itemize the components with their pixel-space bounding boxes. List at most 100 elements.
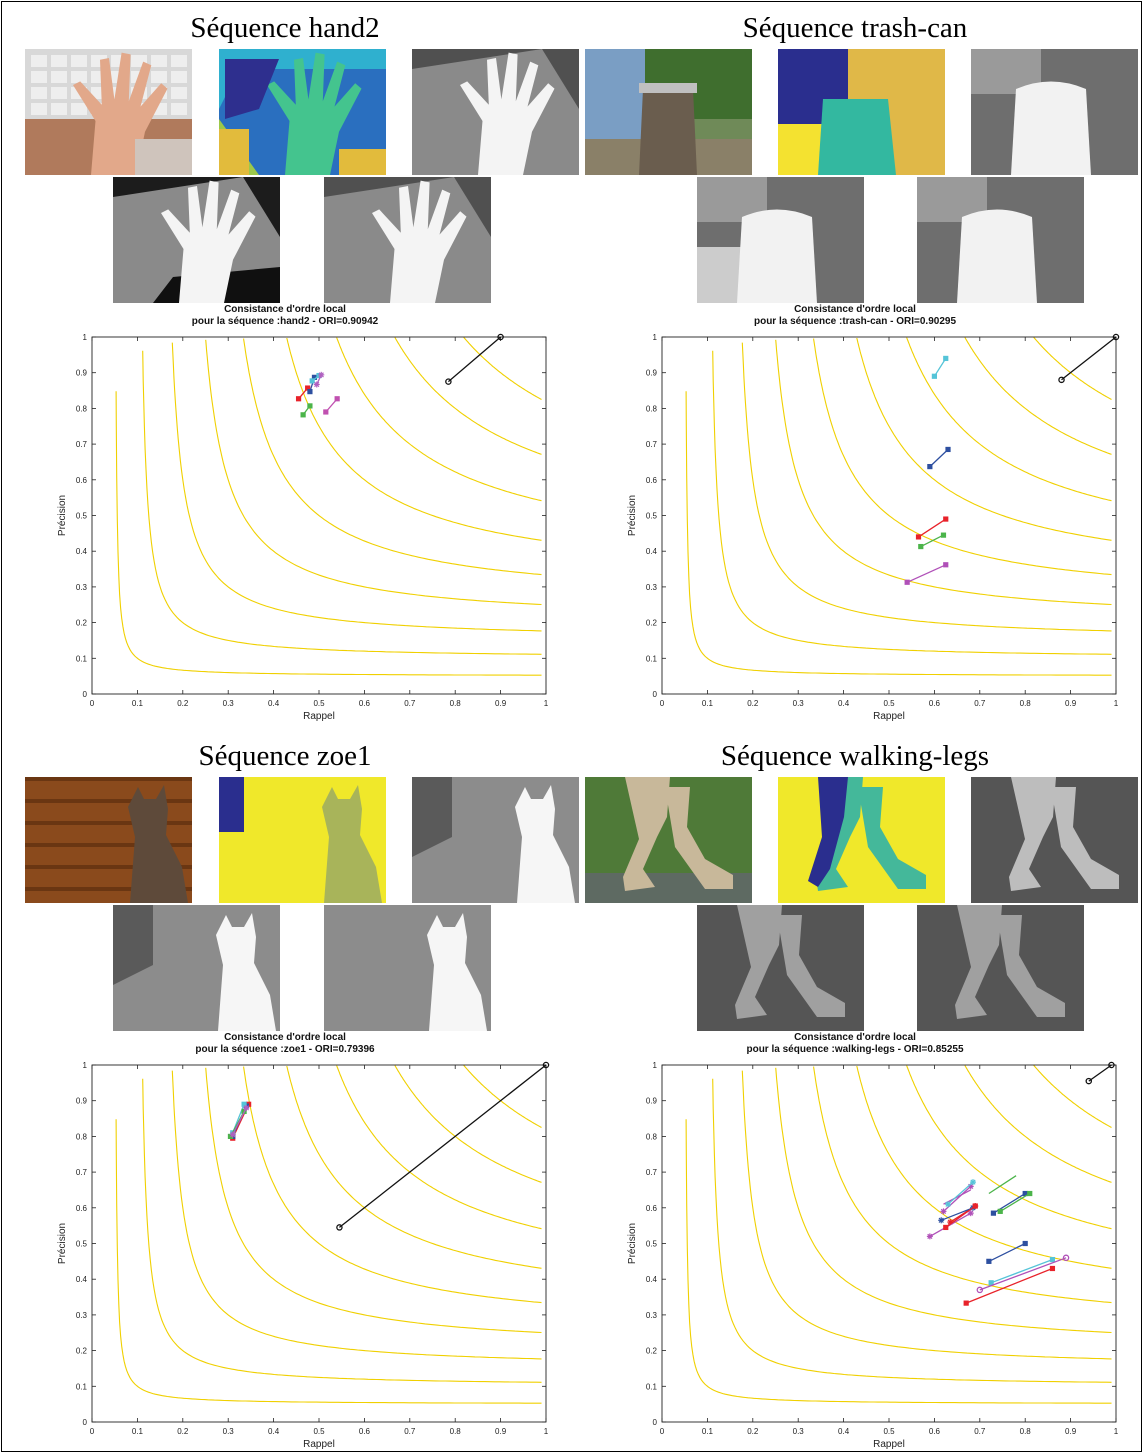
y-tick-label: 0.7 <box>646 1168 658 1177</box>
data-point <box>1112 333 1120 341</box>
data-point <box>1022 1190 1028 1197</box>
data-point <box>316 372 322 379</box>
y-tick-label: 0.4 <box>646 547 658 556</box>
x-tick-label: 0.3 <box>793 699 805 708</box>
y-tick-label: 0.5 <box>76 512 88 521</box>
x-tick-label: 1 <box>1114 1427 1119 1436</box>
y-tick-label: 0.9 <box>76 369 88 378</box>
thumbnail-gray-legs <box>917 905 1084 1031</box>
x-tick-label: 0.1 <box>702 1427 714 1436</box>
data-point <box>969 1179 976 1186</box>
x-tick-label: 0.8 <box>1020 699 1032 708</box>
thumbnail-segmentation-colored-cat <box>219 777 386 903</box>
data-point <box>1027 1190 1033 1197</box>
y-tick-label: 0 <box>83 1418 88 1427</box>
data-point <box>1108 1061 1115 1069</box>
x-tick-label: 0.6 <box>929 699 941 708</box>
y-tick-label: 0 <box>83 690 88 699</box>
y-tick-label: 1 <box>653 333 658 342</box>
data-point <box>997 1208 1003 1214</box>
data-point <box>1085 1077 1093 1085</box>
x-tick-label: 0.7 <box>974 1427 986 1436</box>
x-tick-label: 0.6 <box>359 699 371 708</box>
data-point <box>963 1300 969 1306</box>
panel-2: Séquence trash-can Consistance d'ordre lo… <box>570 0 1140 726</box>
series-line <box>947 1181 974 1205</box>
y-tick-label: 0.5 <box>76 1240 88 1249</box>
x-tick-label: 0 <box>660 1427 665 1436</box>
x-tick-label: 0.4 <box>838 699 850 708</box>
y-tick-label: 0.3 <box>76 1311 88 1320</box>
precision-recall-chart: 0 0.1 0.2 0.3 0.4 0.5 0.6 0.7 0.8 0.9 1 0 0.1 0.2 0.3 0… <box>627 333 1120 722</box>
iso-f-curve <box>205 1067 542 1334</box>
iso-f-curve <box>775 1067 1112 1334</box>
x-tick-label: 0.2 <box>747 699 759 708</box>
y-tick-label: 0.2 <box>646 1347 658 1356</box>
iso-f-curve <box>712 1078 1112 1383</box>
iso-f-curve <box>205 339 542 606</box>
x-tick-label: 0.8 <box>1020 1427 1032 1436</box>
y-tick-label: 0.9 <box>646 369 658 378</box>
iso-f-curve <box>813 1066 1112 1304</box>
thumbnail-segmentation-colored-trash-can <box>778 49 945 175</box>
data-point <box>926 1233 933 1240</box>
series-line <box>988 1175 1017 1195</box>
y-tick-label: 0.3 <box>646 1311 658 1320</box>
iso-f-curve <box>286 1065 542 1269</box>
plot-title: Consistance d'ordre local pour la séquenc… <box>570 1032 1140 1056</box>
plot-title-line1: Consistance d'ordre local <box>224 1032 346 1043</box>
x-axis-label: Rappel <box>873 1439 905 1450</box>
iso-f-curve <box>336 337 542 502</box>
thumbnail-gray-legs <box>697 905 864 1031</box>
series-line <box>906 564 947 583</box>
data-point <box>1058 376 1065 384</box>
thumbnail-segmentation-colored-hand <box>219 49 386 175</box>
y-tick-label: 0.2 <box>646 619 658 628</box>
data-point <box>1049 1256 1056 1263</box>
iso-f-curve <box>775 339 1112 606</box>
iso-f-curve <box>964 1065 1112 1183</box>
y-tick-label: 0.3 <box>76 583 88 592</box>
thumbnail-photo-cat <box>25 777 192 903</box>
data-point <box>336 1224 343 1231</box>
x-tick-label: 0.2 <box>747 1427 759 1436</box>
iso-f-curve <box>741 1070 1112 1360</box>
x-tick-label: 0.8 <box>450 1427 462 1436</box>
plot-title-line2: pour la séquence :zoe1 - ORI=0.79396 <box>195 1044 375 1055</box>
iso-f-curve <box>741 342 1112 632</box>
x-tick-label: 1 <box>1114 699 1119 708</box>
data-point <box>311 374 318 380</box>
y-axis-label: Précision <box>627 495 638 536</box>
y-tick-label: 0.1 <box>76 1382 88 1391</box>
panel-3: Séquence zoe1 Consistance d'ordre local po… <box>0 728 579 1454</box>
x-axis-label: Rappel <box>303 711 335 722</box>
plot-title: Consistance d'ordre local pour la séquenc… <box>0 1032 570 1056</box>
iso-f-curve <box>171 342 542 632</box>
iso-f-curve <box>336 1065 542 1230</box>
series-line <box>338 1064 547 1228</box>
thumbnail-gray-cat <box>412 777 579 903</box>
y-tick-label: 0.6 <box>646 1204 658 1213</box>
iso-f-curve <box>685 1119 1112 1404</box>
x-tick-label: 0.1 <box>132 699 144 708</box>
data-point <box>334 396 340 402</box>
x-tick-label: 0.9 <box>495 1427 507 1436</box>
data-point <box>915 534 922 540</box>
data-point <box>307 403 313 409</box>
iso-f-curve <box>394 337 542 455</box>
sequence-title: Séquence zoe1 <box>198 740 372 772</box>
data-point <box>497 333 504 341</box>
data-point <box>313 381 320 388</box>
y-tick-label: 0.9 <box>646 1097 658 1106</box>
thumbnail-gray-hand <box>412 49 579 175</box>
data-point <box>229 1131 236 1138</box>
x-tick-label: 0 <box>90 699 95 708</box>
iso-f-curve <box>286 337 542 541</box>
thumbnail-gray-hand <box>324 177 491 303</box>
panel-1: Séquence hand2 Consistance d'ordre local p… <box>0 0 579 726</box>
x-tick-label: 0.9 <box>1065 699 1077 708</box>
y-tick-label: 1 <box>653 1061 658 1070</box>
precision-recall-chart: 0 0.1 0.2 0.3 0.4 0.5 0.6 0.7 0.8 0.9 1 0 0.1 0.2 0.3 0… <box>57 1061 550 1450</box>
data-point <box>1022 1240 1028 1247</box>
